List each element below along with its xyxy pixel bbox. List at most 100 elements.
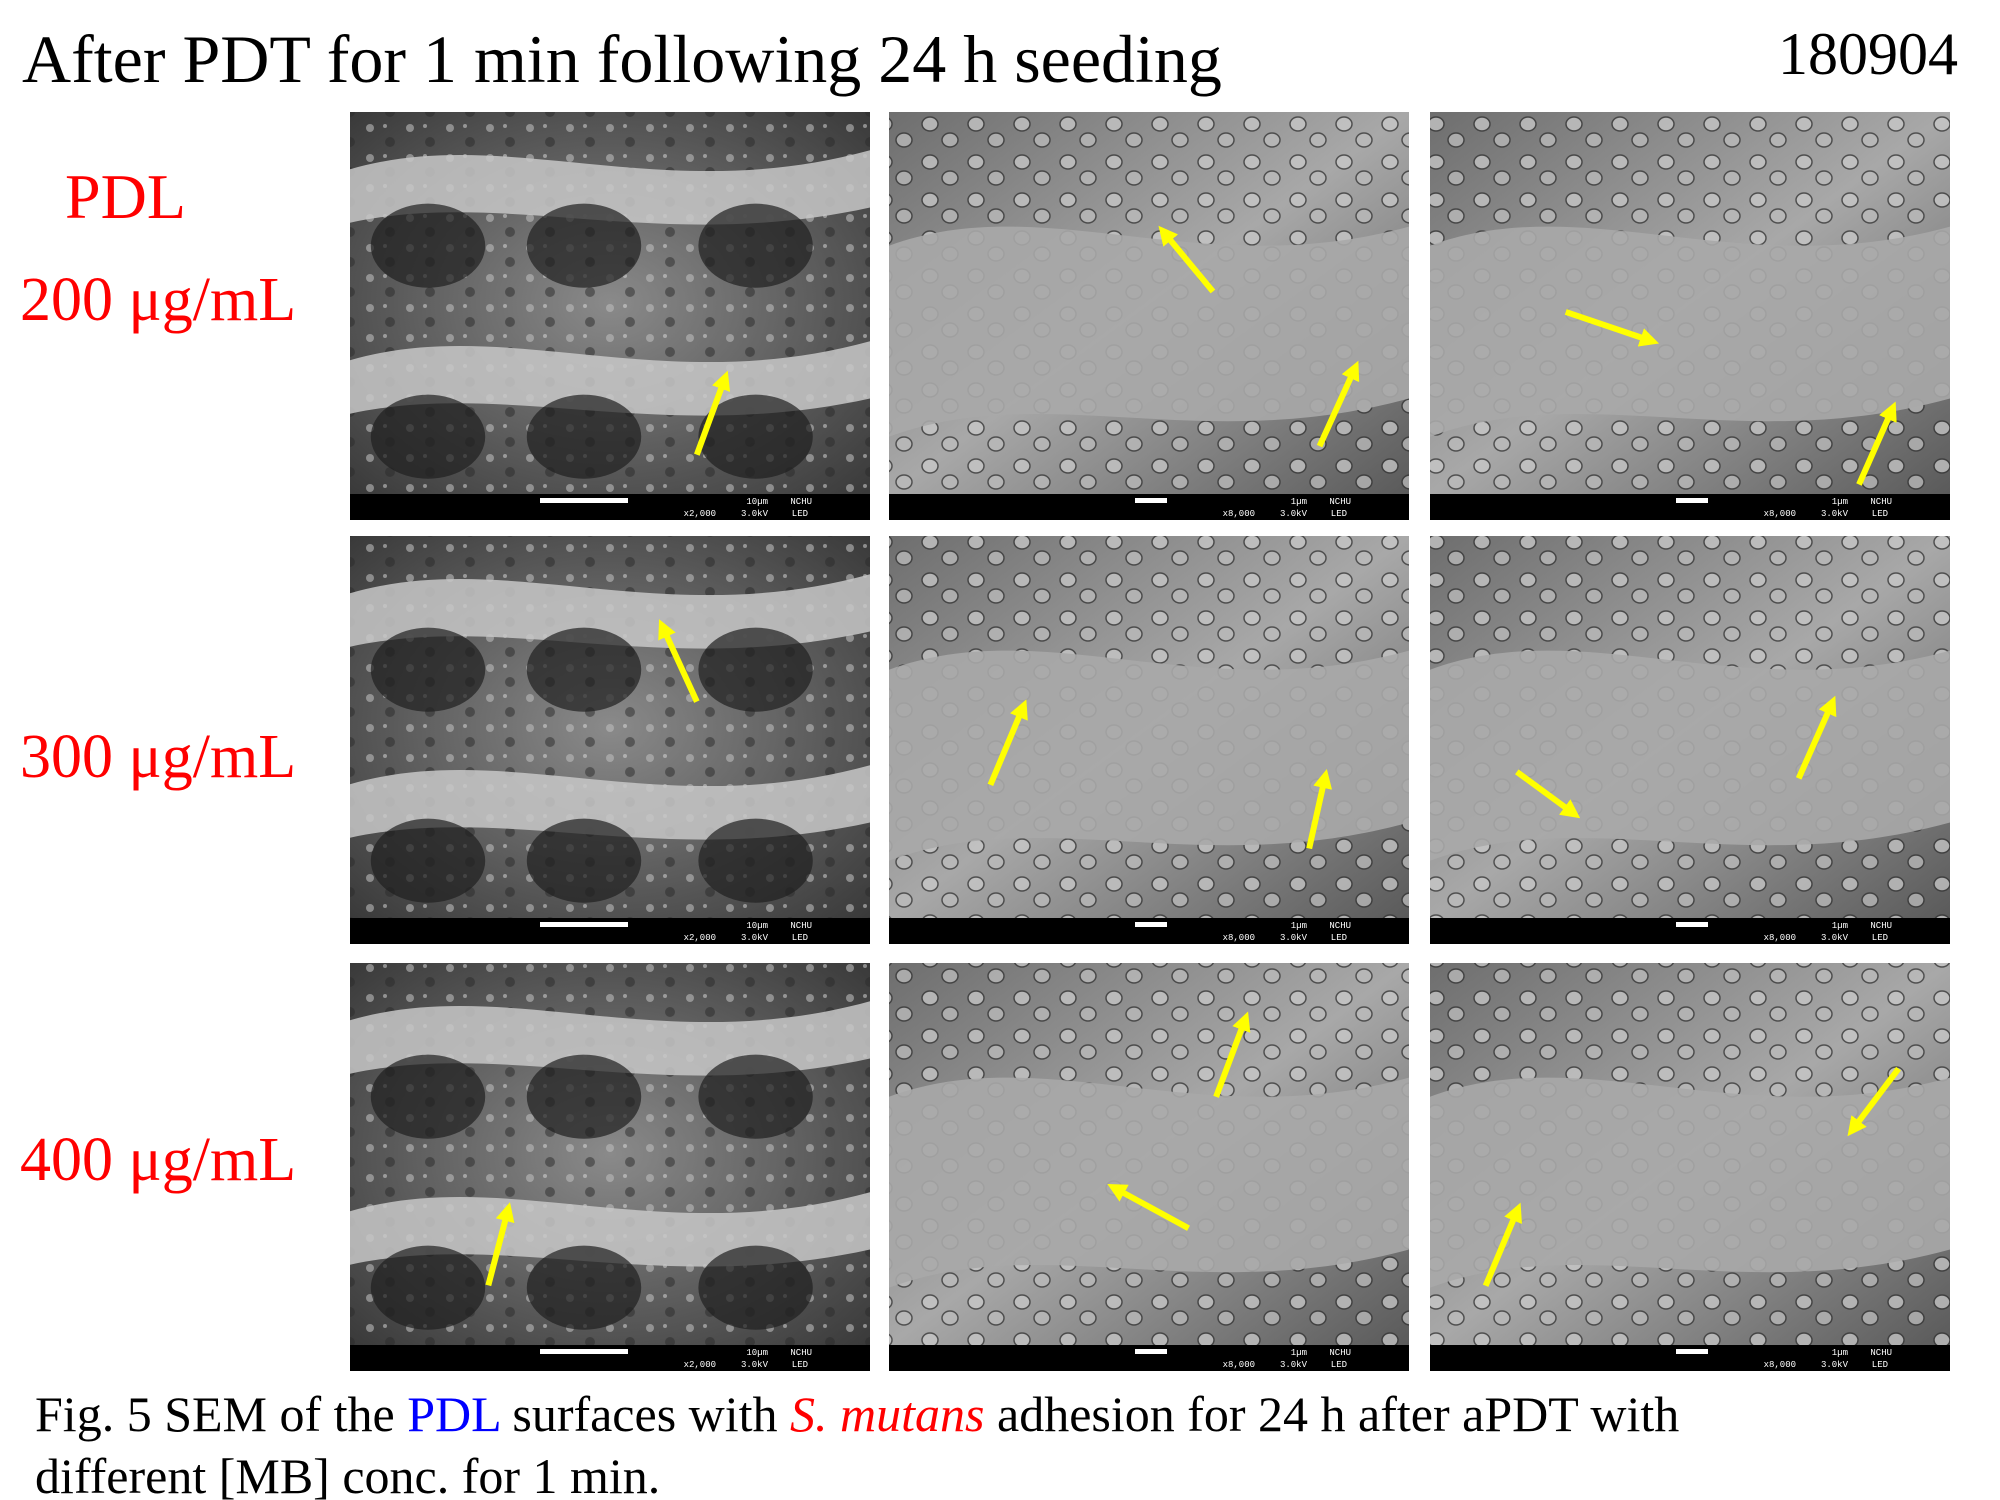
- institution: NCHU: [790, 497, 812, 507]
- mode: LED: [792, 1360, 808, 1370]
- arrow: [694, 370, 731, 456]
- scale-bar: [1676, 922, 1708, 927]
- voltage: 3.0kV: [1280, 509, 1308, 519]
- arrow: [658, 619, 700, 703]
- magnification: x8,000: [1223, 1360, 1255, 1370]
- voltage: 3.0kV: [741, 509, 769, 519]
- pore: [370, 203, 486, 288]
- arrow: [1213, 1011, 1251, 1098]
- scale-bar: [540, 498, 628, 503]
- date: 180904: [1778, 21, 1958, 87]
- row-label: 300 μg/mL: [20, 723, 296, 791]
- caption-line1-end: adhesion for 24 h after aPDT with: [985, 1386, 1680, 1442]
- institution: NCHU: [1870, 1348, 1892, 1358]
- mode: LED: [1872, 1360, 1888, 1370]
- sem-image: 1µm NCHU x8,000 3.0kV LED: [889, 963, 1409, 1371]
- arrow: [1564, 309, 1660, 347]
- pore: [526, 1245, 642, 1330]
- institution: NCHU: [1329, 921, 1351, 931]
- row-label: 400 μg/mL: [20, 1126, 296, 1194]
- pore: [370, 1054, 486, 1139]
- title: After PDT for 1 min following 24 h seedi…: [22, 21, 1222, 97]
- institution: NCHU: [1870, 921, 1892, 931]
- pore: [526, 627, 642, 712]
- scale-label: 1µm: [1291, 1348, 1307, 1358]
- mode: LED: [1872, 509, 1888, 519]
- material-label: PDL: [65, 161, 186, 232]
- row-label: 200 μg/mL: [20, 266, 296, 334]
- scale-label: 1µm: [1832, 921, 1848, 931]
- caption-line-2: different [MB] conc. for 1 min.: [35, 1448, 660, 1500]
- arrow: [1107, 1184, 1190, 1231]
- pore: [698, 394, 813, 479]
- arrow: [1795, 695, 1837, 780]
- pore: [370, 627, 486, 712]
- scale-bar: [1135, 498, 1167, 503]
- arrow: [1856, 401, 1897, 486]
- voltage: 3.0kV: [741, 1360, 769, 1370]
- arrow: [1316, 360, 1360, 448]
- scaffold: [889, 1077, 1409, 1288]
- pore: [698, 203, 813, 288]
- scale-label: 10µm: [746, 1348, 768, 1358]
- pore: [370, 818, 486, 903]
- pore: [370, 1245, 486, 1330]
- mode: LED: [1872, 933, 1888, 943]
- pore: [698, 1245, 813, 1330]
- institution: NCHU: [1329, 497, 1351, 507]
- pore: [698, 627, 813, 712]
- scale-bar: [1135, 1349, 1167, 1354]
- mode: LED: [1331, 933, 1347, 943]
- pore: [526, 203, 642, 288]
- arrow: [1515, 769, 1581, 819]
- magnification: x8,000: [1223, 509, 1255, 519]
- sem-image: 1µm NCHU x8,000 3.0kV LED: [1430, 536, 1950, 944]
- voltage: 3.0kV: [1280, 1360, 1308, 1370]
- scale-label: 10µm: [746, 497, 768, 507]
- sem-image: 1µm NCHU x8,000 3.0kV LED: [1430, 963, 1950, 1371]
- voltage: 3.0kV: [1821, 1360, 1849, 1370]
- sem-image: 10µm NCHU x2,000 3.0kV LED: [350, 536, 870, 944]
- caption-middle: surfaces with: [500, 1386, 790, 1442]
- institution: NCHU: [790, 1348, 812, 1358]
- magnification: x2,000: [684, 933, 716, 943]
- caption-organism: S. mutans: [790, 1386, 984, 1442]
- magnification: x8,000: [1223, 933, 1255, 943]
- mode: LED: [792, 509, 808, 519]
- caption-line-1: Fig. 5 SEM of the PDL surfaces with S. m…: [35, 1386, 1679, 1442]
- magnification: x8,000: [1764, 1360, 1796, 1370]
- scaffold: [1430, 226, 1950, 437]
- magnification: x2,000: [684, 509, 716, 519]
- scaffold: [889, 226, 1409, 437]
- institution: NCHU: [790, 921, 812, 931]
- pore: [526, 818, 642, 903]
- scale-label: 1µm: [1832, 497, 1848, 507]
- magnification: x2,000: [684, 1360, 716, 1370]
- scale-bar: [540, 922, 628, 927]
- voltage: 3.0kV: [741, 933, 769, 943]
- scale-label: 1µm: [1291, 497, 1307, 507]
- caption-material: PDL: [407, 1386, 500, 1442]
- mode: LED: [792, 933, 808, 943]
- scaffold: [1430, 1077, 1950, 1288]
- sem-image: 1µm NCHU x8,000 3.0kV LED: [889, 536, 1409, 944]
- pore: [526, 394, 642, 479]
- scaffold: [1430, 650, 1950, 861]
- sem-image: 1µm NCHU x8,000 3.0kV LED: [1430, 112, 1950, 520]
- magnification: x8,000: [1764, 509, 1796, 519]
- institution: NCHU: [1329, 1348, 1351, 1358]
- scale-label: 1µm: [1832, 1348, 1848, 1358]
- arrow: [1306, 768, 1333, 850]
- scaffold: [889, 650, 1409, 861]
- arrow: [1158, 225, 1216, 294]
- sem-image: 10µm NCHU x2,000 3.0kV LED: [350, 963, 870, 1371]
- scale-bar: [1676, 1349, 1708, 1354]
- sem-image: 10µm NCHU x2,000 3.0kV LED: [350, 112, 870, 520]
- scale-label: 1µm: [1291, 921, 1307, 931]
- scale-bar: [540, 1349, 628, 1354]
- pore: [370, 394, 486, 479]
- caption-prefix: Fig. 5 SEM of the: [35, 1386, 407, 1442]
- mode: LED: [1331, 1360, 1347, 1370]
- scale-bar: [1135, 922, 1167, 927]
